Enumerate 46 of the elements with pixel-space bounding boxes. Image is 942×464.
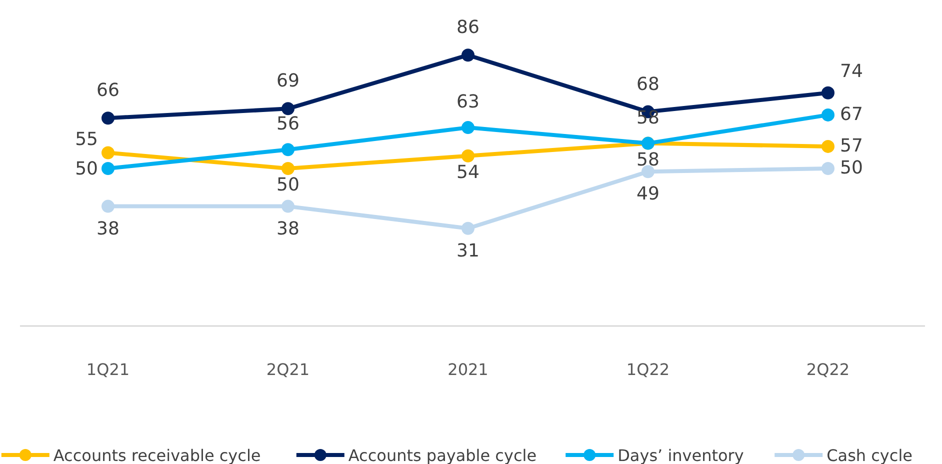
data-label: 50: [840, 158, 863, 178]
legend-label: Days’ inventory: [618, 446, 744, 464]
data-label: 74: [840, 60, 863, 82]
point: [282, 102, 294, 116]
data-label: 69: [276, 70, 300, 92]
x-tick-label: 2021: [448, 360, 488, 379]
data-label: 38: [96, 218, 120, 240]
point: [462, 149, 474, 162]
data-label: 58: [636, 107, 660, 128]
data-label: 58: [636, 149, 660, 170]
x-tick-label: 1Q22: [626, 360, 670, 379]
point: [102, 146, 114, 160]
data-label: 56: [276, 114, 300, 135]
data-label: 63: [456, 92, 480, 113]
point: [102, 162, 114, 175]
point: [642, 165, 654, 178]
x-tick-label: 2Q21: [266, 360, 310, 379]
legend-label: Accounts payable cycle: [348, 446, 537, 464]
data-label: 49: [636, 184, 660, 205]
point: [102, 200, 114, 213]
data-label: 31: [456, 240, 480, 262]
x-tick-label: 1Q21: [86, 360, 130, 379]
data-label: 67: [840, 104, 863, 125]
data-label: 66: [96, 80, 120, 102]
point: [822, 162, 834, 175]
point: [282, 200, 294, 213]
point: [462, 121, 474, 134]
point: [282, 162, 294, 175]
data-label: 57: [840, 135, 863, 156]
data-label: 68: [636, 74, 660, 95]
point: [462, 222, 474, 235]
point: [462, 48, 474, 62]
data-label: 38: [276, 218, 300, 240]
point: [282, 143, 294, 156]
data-label: 50: [75, 158, 98, 180]
point: [822, 108, 834, 122]
data-label: 55: [75, 128, 98, 150]
legend-label: Cash cycle: [826, 446, 912, 464]
data-label: 50: [276, 174, 300, 196]
point: [822, 86, 834, 100]
data-label: 86: [456, 17, 480, 38]
point: [102, 112, 114, 125]
point: [822, 140, 834, 153]
data-label: 54: [456, 162, 480, 183]
x-tick-label: 2Q22: [806, 360, 850, 379]
legend-label: Accounts receivable cycle: [53, 446, 261, 464]
